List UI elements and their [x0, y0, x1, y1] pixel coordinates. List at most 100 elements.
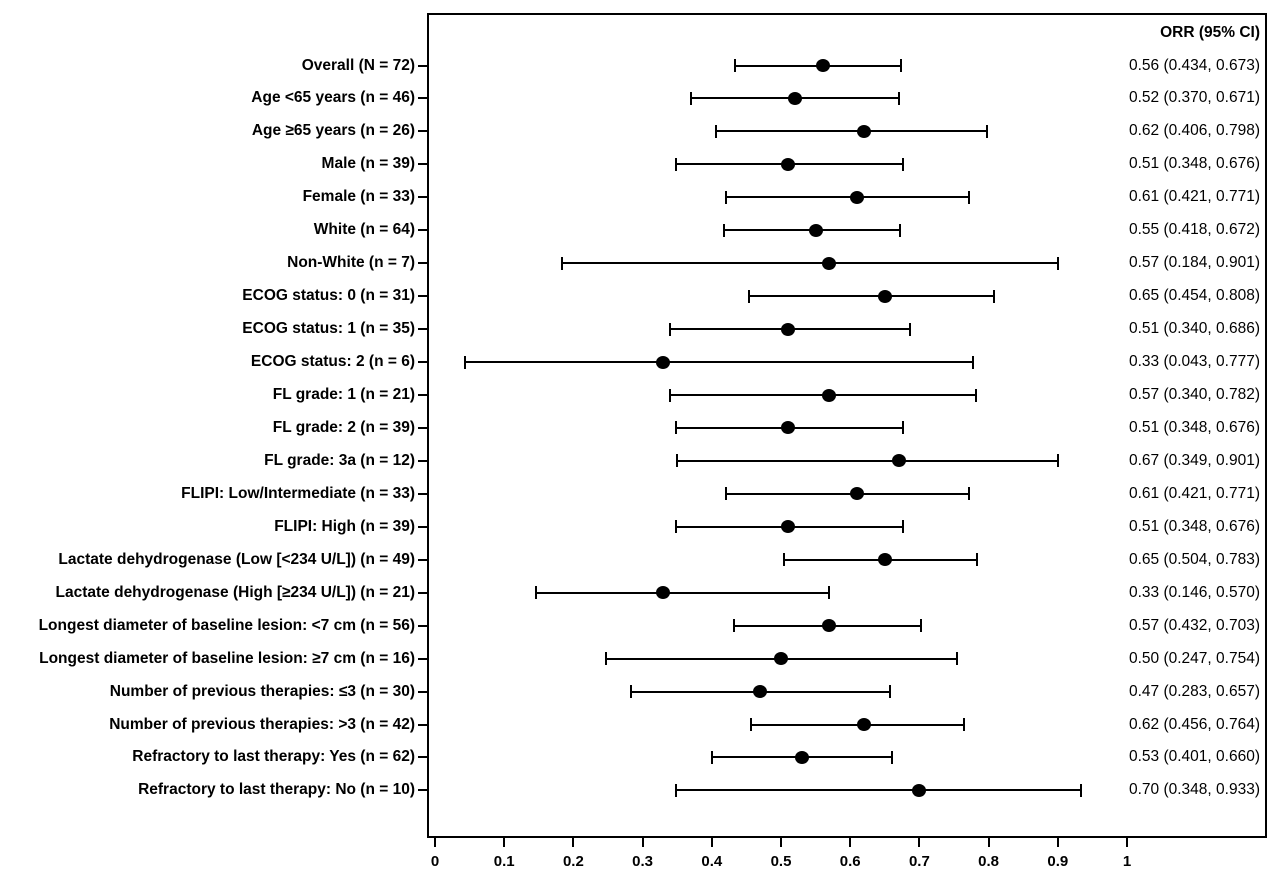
x-axis-tick — [710, 838, 713, 847]
row-axis-tick — [418, 361, 427, 364]
row-axis-tick — [418, 723, 427, 726]
row-label: Lactate dehydrogenase (High [≥234 U/L]) … — [55, 583, 415, 601]
point-estimate — [787, 91, 802, 105]
row-value: 0.56 (0.434, 0.673) — [1129, 56, 1260, 74]
row-label: Number of previous therapies: ≤3 (n = 30… — [109, 682, 415, 700]
ci-cap-low — [561, 256, 564, 270]
row-label: FL grade: 3a (n = 12) — [264, 451, 415, 469]
ci-line — [675, 789, 1081, 792]
row-axis-tick — [418, 591, 427, 594]
point-estimate — [822, 619, 837, 633]
point-estimate — [780, 421, 795, 435]
row-axis-tick — [418, 130, 427, 133]
point-estimate — [656, 355, 671, 369]
x-axis-tick — [1056, 838, 1059, 847]
ci-cap-high — [967, 190, 970, 204]
x-axis-tick-label: 0.7 — [908, 853, 930, 870]
row-label: Number of previous therapies: >3 (n = 42… — [109, 715, 415, 733]
ci-line — [676, 459, 1059, 462]
row-axis-tick — [418, 295, 427, 298]
row-axis-tick — [418, 624, 427, 627]
point-estimate — [780, 520, 795, 534]
row-value: 0.33 (0.146, 0.570) — [1129, 583, 1260, 601]
row-axis-tick — [418, 394, 427, 396]
ci-cap-low — [734, 59, 737, 72]
row-label: Longest diameter of baseline lesion: ≥7 … — [39, 649, 415, 667]
ci-cap-low — [674, 157, 677, 171]
ci-cap-high — [1079, 783, 1082, 797]
point-estimate — [774, 652, 788, 666]
point-estimate — [822, 256, 837, 270]
point-estimate — [808, 223, 823, 237]
point-estimate — [857, 124, 872, 138]
row-label: Age <65 years (n = 46) — [251, 89, 415, 107]
ci-line — [726, 492, 969, 495]
row-label: FL grade: 2 (n = 39) — [272, 418, 415, 436]
ci-cap-high — [890, 750, 893, 764]
ci-cap-high — [898, 91, 901, 105]
ci-cap-low — [723, 223, 726, 237]
row-value: 0.52 (0.370, 0.671) — [1129, 89, 1260, 107]
point-estimate — [912, 783, 927, 797]
row-label: FL grade: 1 (n = 21) — [272, 386, 415, 403]
ci-cap-high — [962, 718, 965, 731]
row-value: 0.57 (0.340, 0.782) — [1129, 386, 1260, 403]
row-label: FLIPI: High (n = 39) — [274, 517, 415, 535]
row-value: 0.65 (0.454, 0.808) — [1129, 287, 1260, 305]
x-axis-tick-label: 0.1 — [493, 853, 515, 870]
ci-cap-high — [1057, 454, 1060, 468]
point-estimate — [780, 322, 795, 336]
ci-cap-high — [828, 586, 831, 600]
row-value: 0.55 (0.418, 0.672) — [1129, 221, 1260, 239]
ci-cap-high — [955, 652, 958, 666]
row-value: 0.57 (0.432, 0.703) — [1129, 616, 1260, 634]
row-value: 0.62 (0.456, 0.764) — [1129, 715, 1260, 733]
row-value: 0.70 (0.348, 0.933) — [1129, 781, 1260, 799]
ci-cap-high — [908, 322, 911, 336]
row-value: 0.57 (0.184, 0.901) — [1129, 254, 1260, 272]
row-label: Refractory to last therapy: Yes (n = 62) — [132, 748, 415, 766]
ci-line — [715, 130, 988, 133]
ci-cap-low — [674, 783, 677, 797]
x-axis-tick-label: 0.6 — [839, 853, 861, 870]
ci-cap-low — [714, 124, 717, 138]
row-value: 0.51 (0.348, 0.676) — [1129, 155, 1260, 173]
row-axis-tick — [418, 328, 427, 331]
ci-line — [726, 196, 969, 199]
value-column-header: ORR (95% CI) — [1160, 24, 1260, 41]
row-axis-tick — [418, 525, 427, 528]
row-label: Non-White (n = 7) — [287, 254, 415, 272]
row-value: 0.61 (0.421, 0.771) — [1129, 188, 1260, 206]
x-axis-tick-label: 0.2 — [562, 853, 584, 870]
row-axis-tick — [418, 64, 427, 67]
point-estimate — [815, 59, 830, 72]
ci-line — [536, 591, 830, 594]
row-value: 0.67 (0.349, 0.901) — [1129, 451, 1260, 469]
ci-cap-low — [749, 718, 752, 731]
point-estimate — [877, 553, 892, 567]
row-axis-tick — [418, 657, 427, 660]
row-value: 0.33 (0.043, 0.777) — [1129, 353, 1260, 371]
ci-cap-high — [901, 421, 904, 435]
point-estimate — [857, 718, 872, 731]
point-estimate — [822, 388, 837, 402]
ci-cap-high — [975, 388, 978, 402]
row-value: 0.51 (0.348, 0.676) — [1129, 418, 1260, 436]
ci-cap-low — [725, 487, 728, 501]
ci-cap-high — [899, 59, 902, 72]
row-label: Age ≥65 years (n = 26) — [251, 122, 415, 140]
ci-cap-high — [993, 289, 996, 303]
row-label: Male (n = 39) — [321, 155, 415, 173]
row-label: Overall (N = 72) — [301, 56, 415, 74]
x-axis-tick-label: 1 — [1122, 853, 1132, 870]
x-axis-tick — [780, 838, 782, 847]
row-axis-tick — [418, 229, 427, 232]
ci-cap-high — [1057, 256, 1060, 270]
ci-cap-high — [975, 553, 978, 567]
x-axis-tick — [987, 838, 990, 847]
row-axis-tick — [418, 459, 427, 462]
point-estimate — [753, 685, 768, 699]
x-axis-tick — [641, 838, 644, 847]
x-axis-tick-label: 0.9 — [1047, 853, 1069, 870]
